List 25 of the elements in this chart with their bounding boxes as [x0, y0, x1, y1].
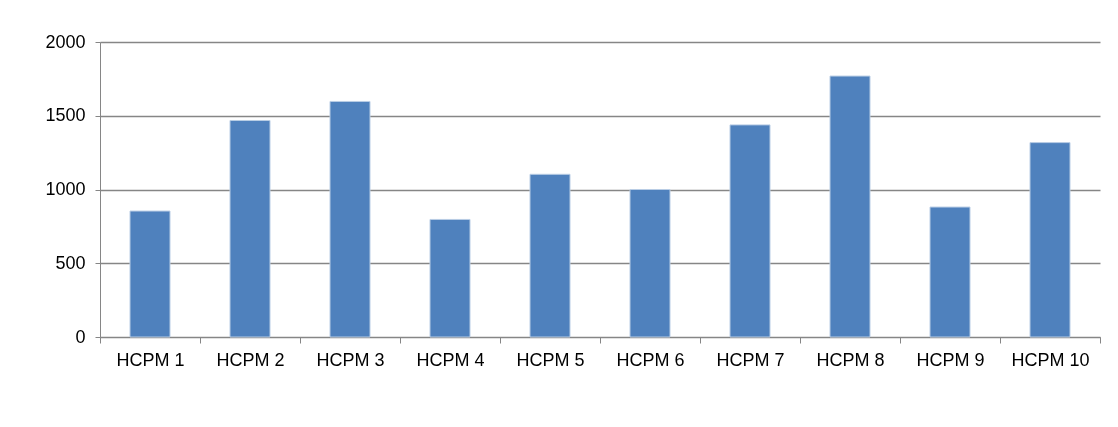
bar [629, 189, 671, 338]
y-tick-label: 500 [55, 252, 86, 273]
bar [1029, 142, 1071, 338]
bar [429, 218, 471, 338]
y-tick-label: 0 [75, 326, 86, 347]
x-tick-label: HCPM 4 [416, 349, 485, 370]
bar [129, 210, 171, 338]
bar [829, 75, 871, 338]
x-tick-label: HCPM 5 [516, 349, 585, 370]
bar [229, 119, 271, 338]
y-tick-label: 2000 [45, 31, 86, 52]
x-tick-label: HCPM 1 [116, 349, 185, 370]
bar [529, 173, 571, 338]
y-tick-label: 1500 [45, 105, 86, 126]
bar [329, 100, 371, 338]
x-tick-label: HCPM 10 [1011, 349, 1090, 370]
y-tick-label: 1000 [45, 179, 86, 199]
x-tick-label: HCPM 8 [816, 349, 885, 370]
bar [729, 124, 771, 338]
bar [929, 206, 971, 338]
x-tick-label: HCPM 9 [916, 349, 985, 370]
x-tick-label: HCPM 6 [616, 349, 685, 370]
x-tick-label: HCPM 3 [316, 349, 385, 370]
x-tick-label: HCPM 2 [216, 349, 285, 370]
x-tick-label: HCPM 7 [716, 349, 785, 370]
